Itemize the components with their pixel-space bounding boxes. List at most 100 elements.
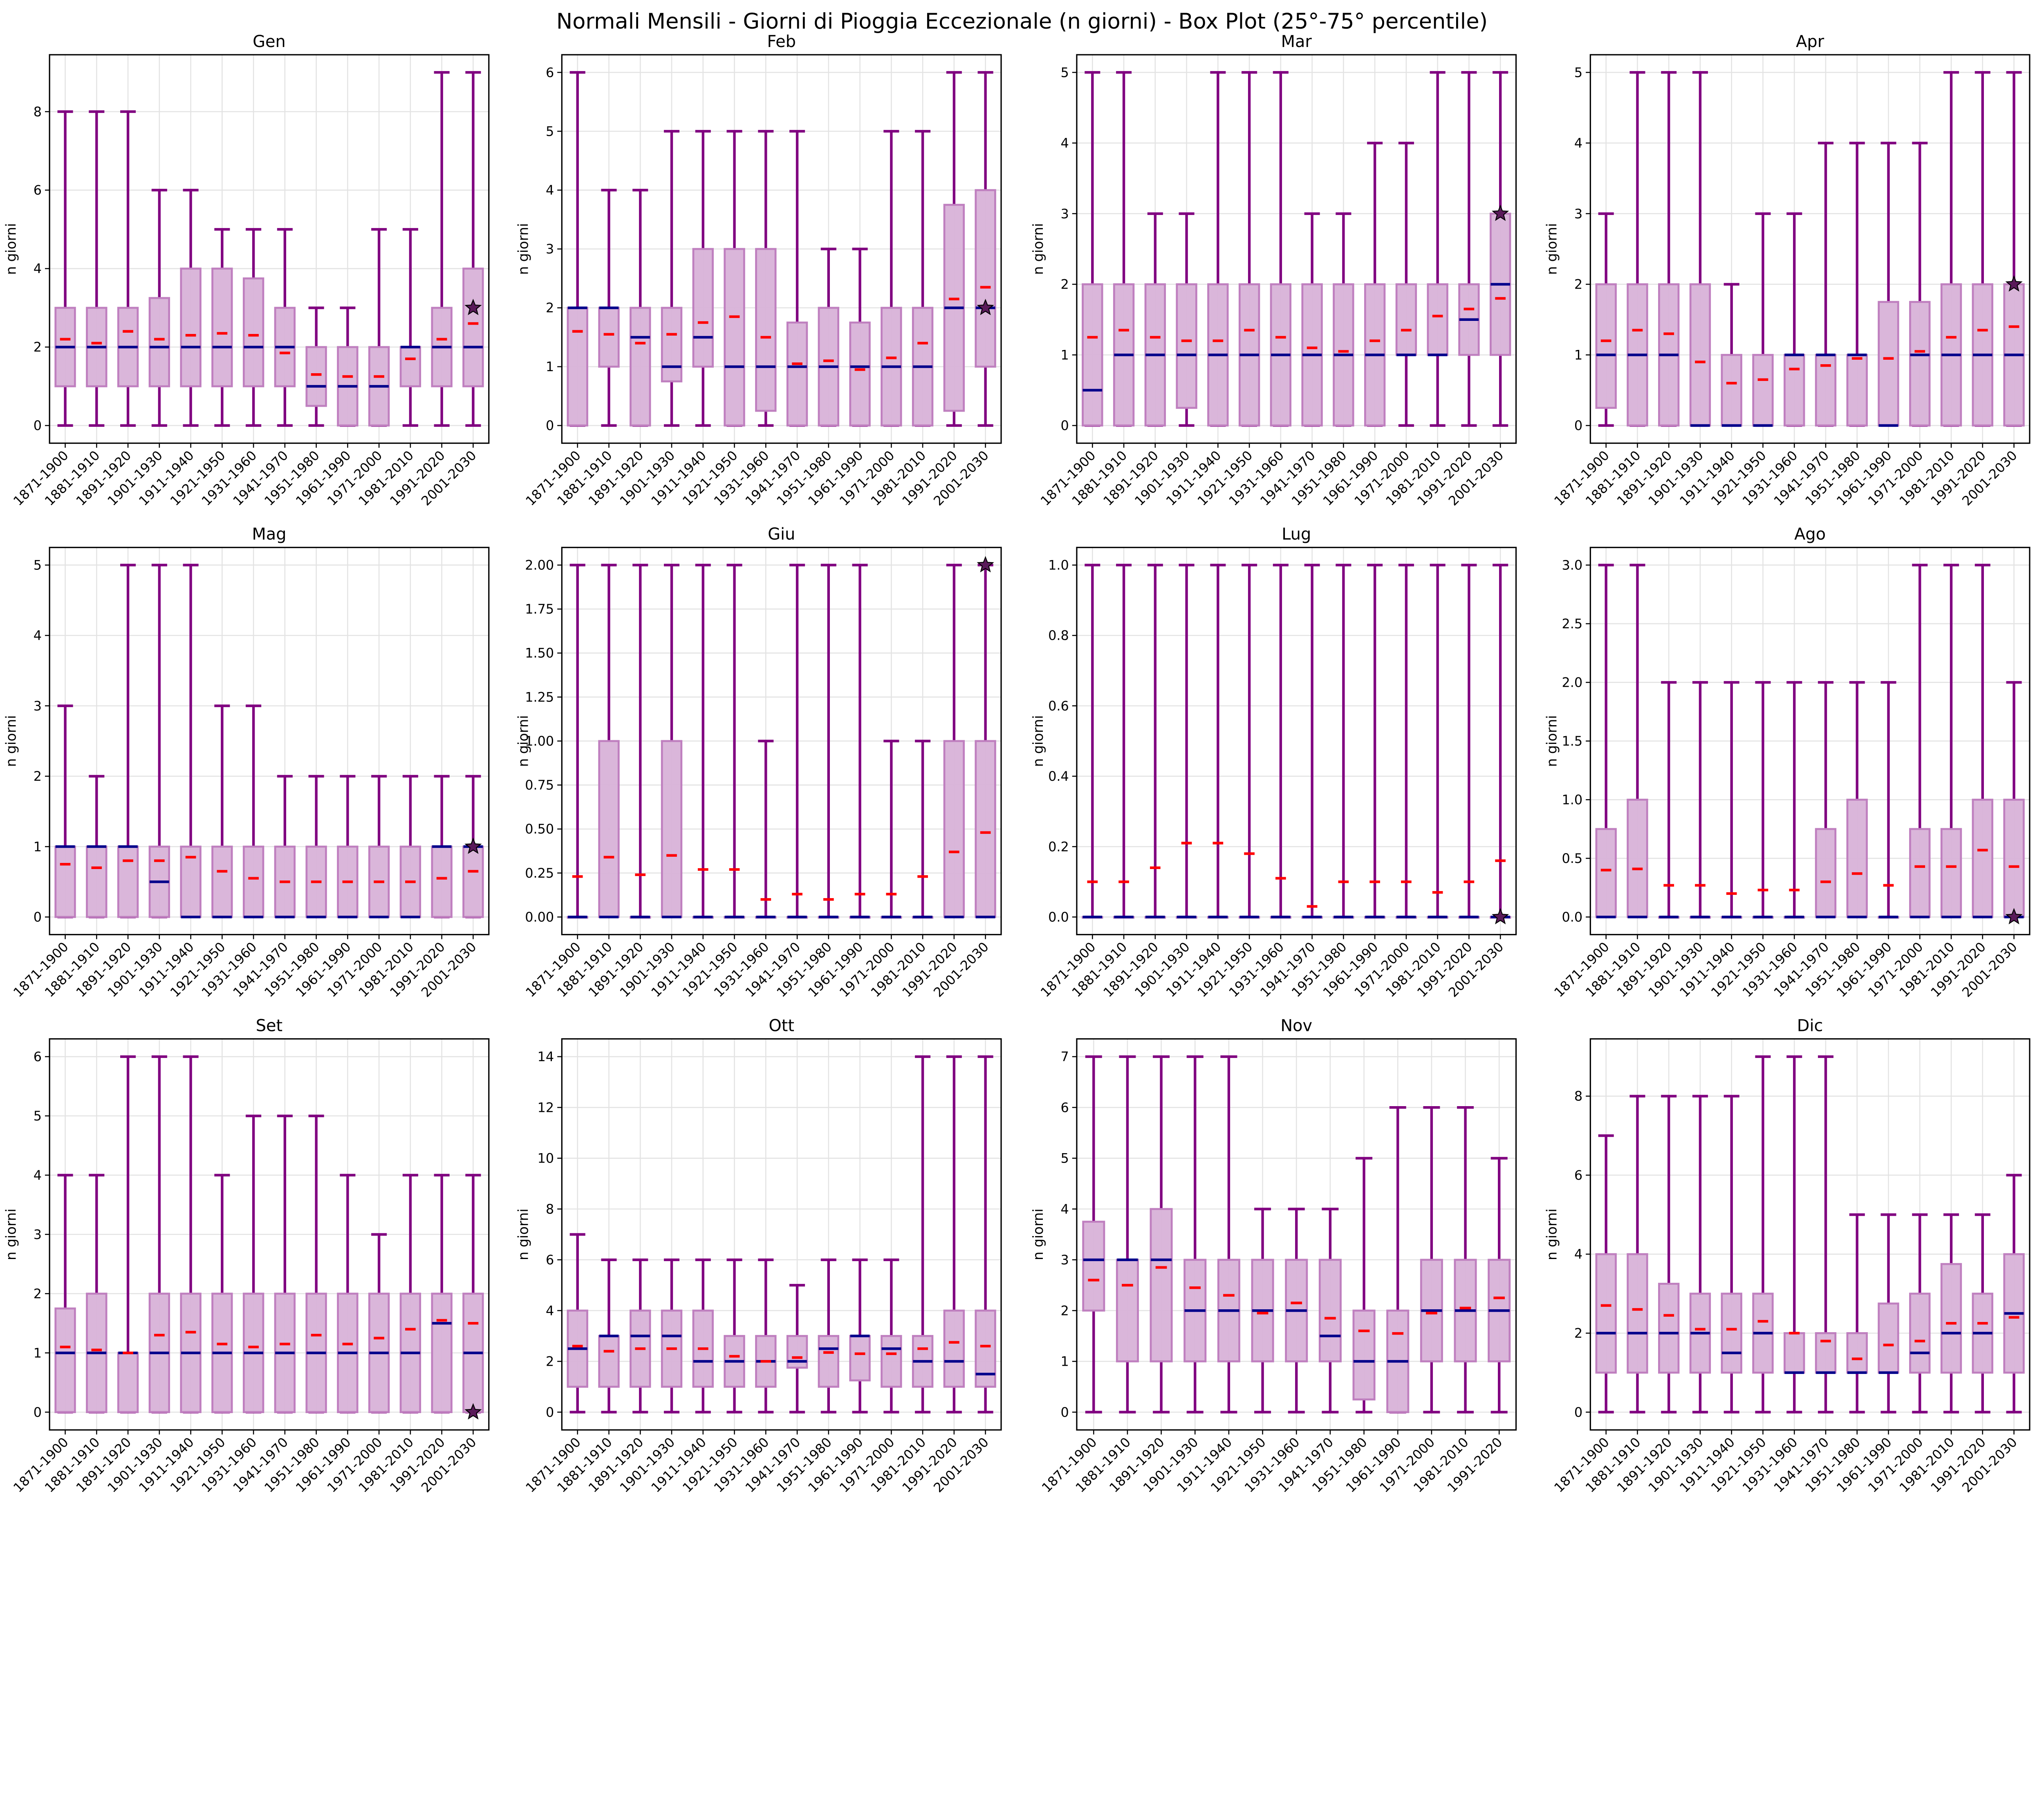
ytick-label: 5	[34, 557, 42, 573]
subplot-title: Giu	[768, 525, 795, 544]
box-1981-2010	[1454, 1106, 1477, 1414]
box-1971-2000	[1395, 141, 1417, 427]
iqr-box	[211, 267, 233, 388]
subplot-title: Lug	[1282, 525, 1311, 544]
ytick-label: 2.00	[525, 557, 554, 573]
box-1951-1980	[305, 1114, 327, 1414]
box-1901-1930	[148, 188, 170, 427]
subplot-title: Dic	[1797, 1016, 1823, 1035]
ytick-label: 5	[1061, 1151, 1069, 1166]
iqr-box	[180, 267, 202, 388]
ytick-label: 1.75	[525, 601, 554, 617]
iqr-box	[148, 297, 170, 388]
box-1871-1900	[567, 564, 588, 919]
box-1941-1970	[1815, 681, 1837, 919]
iqr-box	[1627, 1253, 1648, 1374]
iqr-box	[462, 267, 484, 388]
iqr-box	[598, 1335, 620, 1388]
box-1961-1990	[1364, 141, 1386, 427]
y-axis-label: n giorni	[1544, 715, 1560, 767]
iqr-box	[1784, 354, 1805, 427]
box-1951-1980	[1846, 1213, 1868, 1414]
box-2001-2030	[2003, 1174, 2025, 1414]
ytick-label: 1.0	[1562, 792, 1582, 807]
ytick-label: 1	[1061, 1354, 1069, 1369]
iqr-box	[661, 307, 683, 383]
box-1911-1940	[180, 188, 202, 427]
ytick-label: 6	[546, 65, 554, 80]
box-1881-1910	[598, 564, 620, 919]
box-1951-1980	[1846, 681, 1868, 919]
subplot-title: Apr	[1796, 32, 1824, 51]
box-1901-1930	[1176, 212, 1197, 427]
subplot-title: Feb	[767, 32, 796, 51]
box-1901-1930	[1689, 71, 1711, 427]
axes-frame	[49, 547, 490, 935]
box-1941-1970	[1815, 141, 1837, 427]
iqr-box	[598, 307, 620, 368]
box-2001-2030	[462, 775, 484, 919]
axes-frame	[1076, 54, 1517, 444]
iqr-box	[630, 307, 651, 427]
ytick-label: 1.25	[525, 689, 554, 705]
iqr-box	[598, 740, 620, 918]
box-1881-1910	[1113, 71, 1135, 427]
box-1991-2020	[1458, 71, 1480, 427]
box-1991-2020	[1972, 71, 1993, 427]
box-1911-1940	[1721, 283, 1742, 427]
iqr-box	[755, 248, 777, 412]
box-1911-1940	[1207, 564, 1229, 919]
box-1981-2010	[912, 130, 934, 427]
iqr-box	[1689, 283, 1711, 427]
iqr-box	[1846, 354, 1868, 427]
iqr-box	[1427, 283, 1448, 356]
ytick-label: 8	[546, 1201, 554, 1217]
y-axis-label: n giorni	[515, 1208, 531, 1260]
iqr-box	[1721, 1293, 1742, 1374]
iqr-box	[975, 189, 996, 368]
box-1901-1930	[1689, 681, 1711, 919]
iqr-box	[211, 845, 233, 918]
box-1981-2010	[912, 739, 934, 919]
box-1971-2000	[368, 1233, 390, 1414]
axes-frame	[1076, 1038, 1517, 1431]
current-period-star-marker	[977, 556, 994, 573]
box-1971-2000	[1909, 141, 1931, 427]
iqr-box	[1595, 283, 1617, 409]
ytick-label: 0	[34, 909, 42, 925]
ytick-label: 0.0	[1048, 909, 1069, 925]
y-axis-label: n giorni	[1030, 223, 1046, 275]
subplot-mag: 0123451871-19001881-19101891-19201901-19…	[3, 525, 490, 1000]
box-1981-2010	[912, 1055, 934, 1414]
subplot-feb: 01234561871-19001881-19101891-19201901-1…	[515, 32, 1002, 509]
y-axis-label: n giorni	[3, 1208, 19, 1260]
iqr-box	[661, 740, 683, 918]
iqr-box	[242, 277, 264, 388]
ytick-label: 3	[1061, 206, 1069, 222]
box-1931-1960	[242, 1114, 264, 1414]
box-1961-1990	[1878, 1213, 1899, 1414]
box-1871-1900	[54, 1174, 76, 1414]
box-1931-1960	[755, 739, 777, 919]
box-1891-1920	[117, 1055, 139, 1414]
box-1891-1920	[1144, 212, 1166, 427]
box-1951-1980	[305, 775, 327, 919]
box-1951-1980	[818, 247, 839, 427]
box-1911-1940	[180, 564, 202, 919]
box-1971-2000	[1395, 564, 1417, 919]
box-1951-1980	[1846, 141, 1868, 427]
box-1971-2000	[1909, 564, 1931, 919]
ytick-label: 4	[34, 628, 42, 643]
subplot-lug: 0.00.20.40.60.81.01871-19001881-19101891…	[1030, 525, 1517, 1000]
iqr-box	[567, 307, 588, 427]
ytick-label: 6	[34, 1049, 42, 1064]
box-1991-2020	[1972, 1213, 1993, 1414]
current-period-star-marker	[977, 298, 994, 316]
box-1901-1930	[1689, 1095, 1711, 1414]
box-1931-1960	[1285, 1208, 1308, 1414]
iqr-box	[1909, 1293, 1931, 1374]
box-1881-1910	[598, 1258, 620, 1414]
box-plot-figure: Normali Mensili - Giorni di Pioggia Ecce…	[3, 9, 2031, 1495]
box-1951-1980	[818, 564, 839, 919]
ytick-label: 0.5	[1562, 851, 1582, 866]
